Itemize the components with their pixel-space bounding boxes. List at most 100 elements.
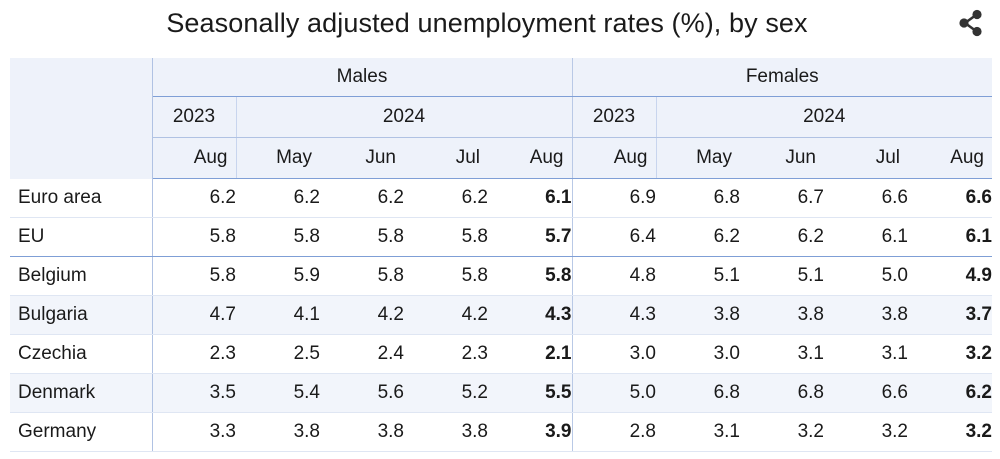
table-row: Belgium 5.8 5.9 5.8 5.8 5.8 4.8 5.1 5.1 5.0 4.9 — [10, 256, 992, 296]
value-cell: 3.2 — [908, 334, 992, 374]
value-cell: 3.7 — [908, 295, 992, 335]
table-row: Czechia 2.3 2.5 2.4 2.3 2.1 3.0 3.0 3.1 3.1 3.2 — [10, 334, 992, 374]
table-row: Denmark 3.5 5.4 5.6 5.2 5.5 5.0 6.8 6.8 6.6 6.2 — [10, 373, 992, 413]
year-header: 2024 — [655, 96, 992, 138]
month-header: Jul — [824, 137, 908, 179]
value-cell: 5.4 — [236, 373, 320, 413]
value-cell: 3.1 — [656, 412, 740, 452]
value-cell: 3.5 — [152, 373, 236, 413]
value-cell: 6.6 — [824, 178, 908, 218]
value-cell: 5.8 — [236, 217, 320, 257]
column-group-header: Females — [571, 58, 992, 97]
value-cell: 2.3 — [404, 334, 488, 374]
value-cell: 5.8 — [404, 256, 488, 296]
row-label: Euro area — [10, 178, 153, 218]
value-cell: 5.1 — [740, 256, 824, 296]
value-cell: 5.8 — [152, 217, 236, 257]
value-cell: 3.1 — [824, 334, 908, 374]
value-cell: 5.6 — [320, 373, 404, 413]
value-cell: 3.1 — [740, 334, 824, 374]
month-header: Jun — [740, 137, 824, 179]
value-cell: 6.7 — [740, 178, 824, 218]
value-cell: 5.9 — [236, 256, 320, 296]
value-cell: 3.8 — [404, 412, 488, 452]
value-cell: 6.4 — [571, 217, 656, 257]
value-cell: 4.7 — [152, 295, 236, 335]
value-cell: 6.1 — [908, 217, 992, 257]
value-cell: 6.8 — [656, 373, 740, 413]
value-cell: 5.8 — [404, 217, 488, 257]
value-cell: 3.9 — [488, 412, 572, 452]
value-cell: 6.2 — [740, 217, 824, 257]
row-label: EU — [10, 217, 153, 257]
value-cell: 5.7 — [488, 217, 572, 257]
table-row: Germany 3.3 3.8 3.8 3.8 3.9 2.8 3.1 3.2 3.2 3.2 — [10, 412, 992, 452]
value-cell: 4.1 — [236, 295, 320, 335]
year-header: 2023 — [152, 96, 236, 138]
value-cell: 6.1 — [824, 217, 908, 257]
column-group-header: Males — [152, 58, 572, 97]
page-title: Seasonally adjusted unemployment rates (… — [166, 8, 808, 38]
value-cell: 3.0 — [656, 334, 740, 374]
value-cell: 3.2 — [824, 412, 908, 452]
value-cell: 3.8 — [320, 412, 404, 452]
value-cell: 4.2 — [320, 295, 404, 335]
value-cell: 2.5 — [236, 334, 320, 374]
value-cell: 5.5 — [488, 373, 572, 413]
table-row: EU 5.8 5.8 5.8 5.8 5.7 6.4 6.2 6.2 6.1 6.1 — [10, 217, 992, 257]
value-cell: 2.4 — [320, 334, 404, 374]
value-cell: 6.2 — [152, 178, 236, 218]
value-cell: 2.1 — [488, 334, 572, 374]
month-header: Aug — [152, 137, 236, 179]
value-cell: 3.8 — [236, 412, 320, 452]
month-header: Aug — [908, 137, 992, 179]
value-cell: 5.8 — [320, 256, 404, 296]
row-label: Denmark — [10, 373, 153, 413]
table-row: Bulgaria 4.7 4.1 4.2 4.2 4.3 4.3 3.8 3.8 3.8 3.7 — [10, 295, 992, 335]
value-cell: 4.8 — [571, 256, 656, 296]
value-cell: 6.2 — [404, 178, 488, 218]
value-cell: 6.8 — [740, 373, 824, 413]
month-header: May — [655, 137, 740, 179]
value-cell: 6.6 — [908, 178, 992, 218]
month-header: Jul — [404, 137, 488, 179]
row-label: Germany — [10, 412, 153, 452]
value-cell: 6.2 — [656, 217, 740, 257]
row-label: Czechia — [10, 334, 153, 374]
value-cell: 3.0 — [571, 334, 656, 374]
value-cell: 4.3 — [488, 295, 572, 335]
row-label: Belgium — [10, 256, 153, 296]
row-label: Bulgaria — [10, 295, 153, 335]
value-cell: 4.3 — [571, 295, 656, 335]
value-cell: 3.2 — [908, 412, 992, 452]
value-cell: 5.0 — [824, 256, 908, 296]
value-cell: 4.2 — [404, 295, 488, 335]
value-cell: 6.9 — [571, 178, 656, 218]
value-cell: 5.8 — [488, 256, 572, 296]
data-table: Males Females 2023 2024 2023 2024 Aug May Jun Jul… — [10, 58, 992, 452]
value-cell: 5.8 — [152, 256, 236, 296]
share-icon[interactable] — [956, 8, 986, 38]
table-row: Euro area 6.2 6.2 6.2 6.2 6.1 6.9 6.8 6.7 6.6 6.6 — [10, 178, 992, 218]
value-cell: 5.8 — [320, 217, 404, 257]
value-cell: 3.3 — [152, 412, 236, 452]
value-cell: 3.8 — [656, 295, 740, 335]
month-header: Aug — [488, 137, 572, 179]
value-cell: 3.8 — [824, 295, 908, 335]
month-header: Jun — [320, 137, 404, 179]
value-cell: 5.1 — [656, 256, 740, 296]
value-cell: 5.2 — [404, 373, 488, 413]
value-cell: 4.9 — [908, 256, 992, 296]
value-cell: 6.2 — [320, 178, 404, 218]
value-cell: 3.2 — [740, 412, 824, 452]
value-cell: 3.8 — [740, 295, 824, 335]
value-cell: 5.0 — [571, 373, 656, 413]
value-cell: 2.8 — [571, 412, 656, 452]
value-cell: 6.6 — [824, 373, 908, 413]
value-cell: 6.2 — [908, 373, 992, 413]
value-cell: 6.1 — [488, 178, 572, 218]
month-header: Aug — [571, 137, 656, 179]
value-cell: 2.3 — [152, 334, 236, 374]
value-cell: 6.8 — [656, 178, 740, 218]
table-corner-cell — [10, 58, 153, 179]
